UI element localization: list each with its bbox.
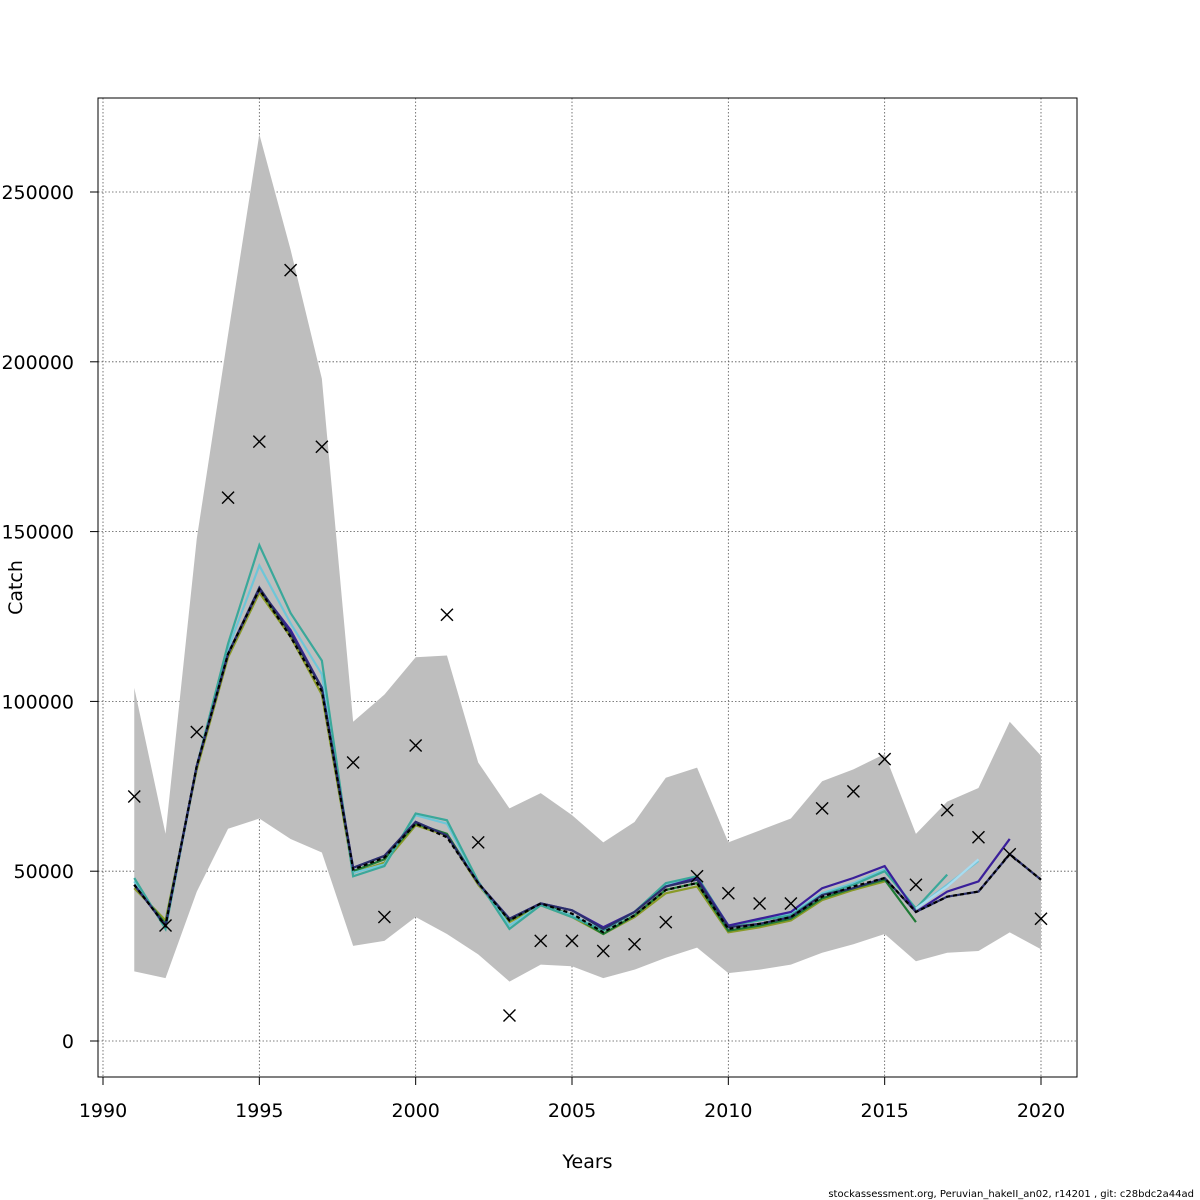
observed-point — [659, 915, 673, 929]
x-tick-label: 2005 — [548, 1100, 596, 1122]
series-line-navy — [133, 585, 1042, 931]
observed-point — [690, 869, 704, 883]
confidence-band — [134, 134, 1041, 982]
observed-point — [753, 896, 767, 910]
observed-point — [815, 801, 829, 815]
observed-point — [628, 937, 642, 951]
series-lines — [133, 542, 1042, 936]
x-tick-label: 2010 — [704, 1100, 752, 1122]
observed-point — [502, 1009, 516, 1023]
observed-point — [940, 803, 954, 817]
ci-band — [134, 134, 1041, 982]
y-tick-label: 50000 — [14, 861, 74, 883]
observed-point — [971, 830, 985, 844]
axes: 1990 1995 2000 2005 2010 2015 2020 0 50000 100000… — [1, 182, 1065, 1122]
x-axis-title: Years — [561, 1151, 612, 1173]
observed-point — [159, 919, 173, 933]
x-tick-label: 1990 — [79, 1100, 127, 1122]
observed-point — [596, 944, 610, 958]
x-tick-label: 2015 — [860, 1100, 908, 1122]
observed-point — [1034, 912, 1048, 926]
observed-point — [909, 878, 923, 892]
y-tick-label: 0 — [62, 1031, 74, 1053]
y-tick-label: 150000 — [1, 522, 74, 544]
x-tick-label: 2000 — [391, 1100, 439, 1122]
footer-credit: stockassessment.org, Peruvian_hakeII_an0… — [828, 1189, 1194, 1200]
observed-point — [1003, 847, 1017, 861]
observed-point — [784, 896, 798, 910]
y-tick-label: 100000 — [1, 691, 74, 713]
x-tick-label: 1995 — [235, 1100, 283, 1122]
y-tick-label: 250000 — [1, 182, 74, 204]
observed-point — [471, 835, 485, 849]
observed-point — [377, 910, 391, 924]
observed-point — [846, 784, 860, 798]
observed-point — [315, 440, 329, 454]
observed-point — [440, 608, 454, 622]
observed-point — [565, 934, 579, 948]
observed-point — [878, 752, 892, 766]
series-line-main — [133, 587, 1042, 934]
observed-point — [252, 435, 266, 449]
observed-point — [409, 739, 423, 753]
observed-point — [127, 789, 141, 803]
x-tick-label: 2020 — [1017, 1100, 1065, 1122]
observed-point — [190, 725, 204, 739]
y-axis-title: Catch — [5, 560, 27, 615]
observed-point — [534, 934, 548, 948]
observed-point — [346, 756, 360, 770]
observed-points — [127, 263, 1048, 1023]
observed-point — [221, 491, 235, 505]
y-tick-label: 200000 — [1, 352, 74, 374]
series-line-lightblue — [915, 858, 980, 910]
observed-point — [284, 263, 298, 277]
observed-point — [721, 886, 735, 900]
series-line-olive — [133, 590, 885, 936]
